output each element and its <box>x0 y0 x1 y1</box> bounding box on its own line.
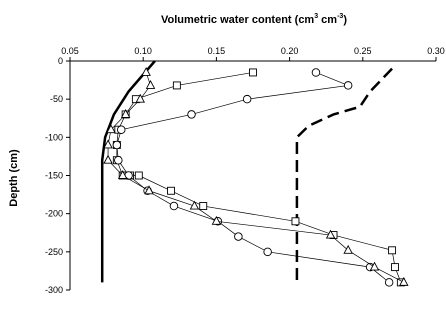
circle-marker <box>112 140 122 150</box>
circle-marker <box>169 201 179 211</box>
y-tick-label: -50 <box>50 94 63 104</box>
square-marker <box>172 81 181 90</box>
triangle-marker <box>106 124 116 134</box>
triangle-marker <box>399 276 409 286</box>
square-marker <box>249 68 257 77</box>
plot-area <box>100 60 409 287</box>
square-marker <box>391 263 399 272</box>
triangle-marker <box>144 185 154 195</box>
triangle-marker <box>325 229 336 239</box>
square-marker <box>291 217 300 226</box>
square-marker <box>388 246 397 255</box>
triangle-marker <box>369 261 380 271</box>
x-tick-label: 0.15 <box>208 46 226 56</box>
y-tick-label: -200 <box>45 209 63 219</box>
circle-marker <box>187 110 196 119</box>
triangle-series-line <box>107 72 404 283</box>
x-tick-label: 0.05 <box>61 46 79 56</box>
circle-marker <box>384 278 394 287</box>
square-marker <box>199 202 208 210</box>
circle-marker <box>263 247 272 257</box>
circle-marker <box>116 125 126 134</box>
x-ticks: 0.05 0.10 0.15 0.20 0.25 0.30 <box>61 46 445 61</box>
square-marker <box>134 171 143 180</box>
y-tick-label: 0 <box>58 56 63 66</box>
circle-marker <box>343 81 353 90</box>
circle-marker <box>114 155 123 165</box>
y-tick-label: -300 <box>45 285 63 295</box>
y-tick-label: -150 <box>45 171 63 181</box>
thick-dashed-line <box>295 67 393 283</box>
x-tick-label: 0.10 <box>134 46 152 56</box>
square-series-line <box>116 72 402 283</box>
x-tick-label: 0.30 <box>427 46 445 56</box>
x-tick-label: 0.25 <box>354 46 372 56</box>
triangle-marker <box>135 93 146 103</box>
circle-marker <box>234 232 243 241</box>
triangle-marker <box>120 108 131 118</box>
triangle-marker <box>117 170 128 179</box>
circle-marker <box>242 94 252 104</box>
y-ticks: 0 -50 -100 -150 -200 -250 -300 <box>45 56 70 295</box>
y-tick-label: -100 <box>45 132 63 142</box>
thick-solid-line <box>100 60 156 283</box>
y-axis-title: Depth (cm) <box>8 149 20 207</box>
triangle-marker <box>145 79 156 89</box>
triangle-marker <box>103 154 113 164</box>
triangle-marker <box>141 66 151 76</box>
circle-marker <box>311 68 321 77</box>
triangle-marker <box>211 215 222 225</box>
y-tick-label: -250 <box>45 247 63 257</box>
triangle-marker <box>189 200 200 210</box>
chart-title: Volumetric water content (cm3 cm-3) <box>161 13 347 26</box>
x-tick-label: 0.20 <box>281 46 299 56</box>
triangle-marker <box>343 244 353 254</box>
triangle-marker <box>103 139 113 149</box>
square-marker <box>167 186 175 195</box>
